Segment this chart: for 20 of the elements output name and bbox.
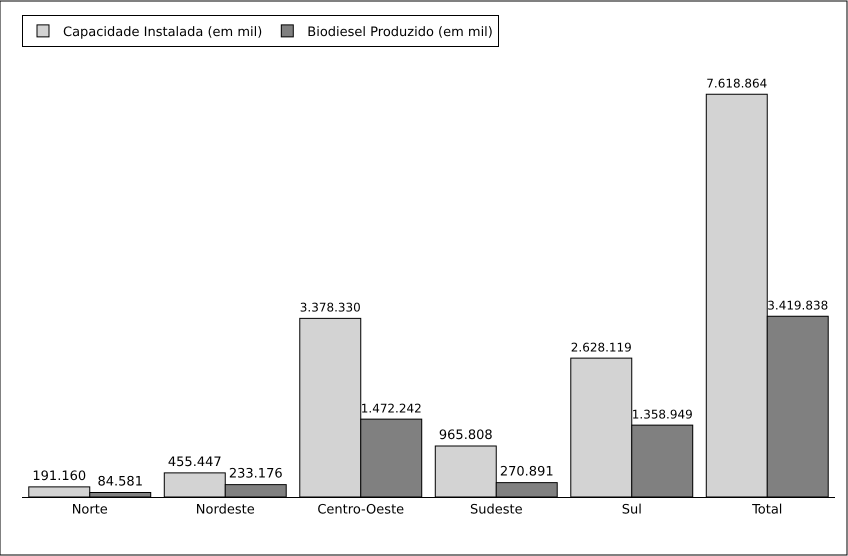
- data-label: 233.176: [228, 466, 283, 482]
- legend-label: Biodiesel Produzido (em mil): [307, 24, 493, 40]
- data-label: 270.891: [500, 464, 554, 480]
- data-label: 2.628.119: [570, 340, 632, 354]
- data-label: 3.419.838: [767, 298, 828, 313]
- x-tick-label: Centro-Oeste: [317, 502, 404, 518]
- data-label: 84.581: [97, 474, 143, 490]
- data-label: 965.808: [438, 428, 493, 443]
- x-tick-label: Nordeste: [196, 502, 255, 518]
- x-tick-label: Sul: [622, 502, 642, 518]
- data-label: 191.160: [32, 468, 86, 484]
- x-tick-label: Sudeste: [470, 502, 523, 518]
- legend-label: Capacidade Instalada (em mil): [63, 24, 262, 40]
- data-label: 455.447: [168, 454, 222, 470]
- data-label: 3.378.330: [300, 300, 361, 315]
- x-tick-label: Norte: [72, 502, 108, 518]
- x-tick-label: Total: [751, 502, 782, 518]
- data-label: 7.618.864: [706, 76, 768, 91]
- data-label: 1.358.949: [632, 407, 693, 422]
- data-label: 1.472.242: [360, 401, 422, 416]
